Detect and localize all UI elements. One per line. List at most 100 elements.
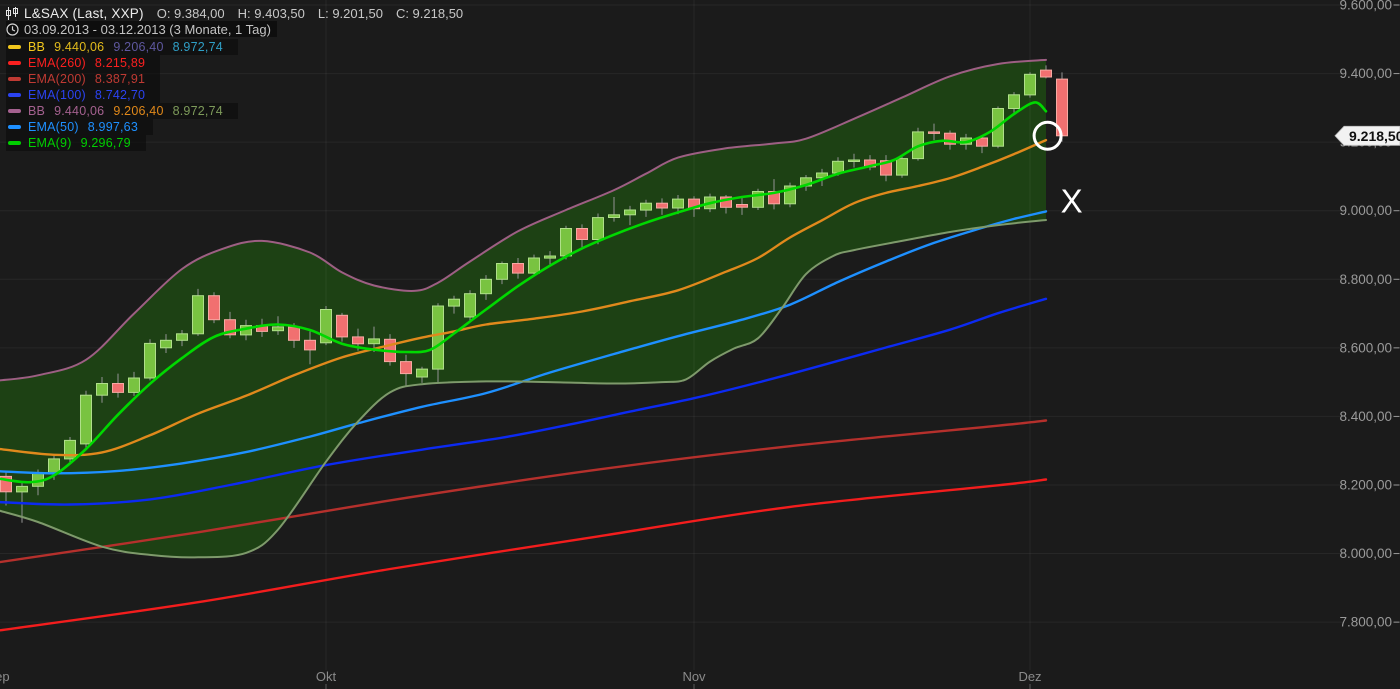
price-tick-label: 7.800,00 — [1339, 615, 1392, 630]
candle-up — [1008, 94, 1020, 110]
ema-100-line — [0, 297, 1048, 506]
candle-up — [896, 158, 908, 176]
bb-2-label: BB — [28, 104, 46, 118]
legend-row-bb-1[interactable]: BB 9.440,06 9.206,40 8.972,74 — [6, 39, 238, 55]
candle-down — [576, 228, 588, 240]
candle-up — [128, 377, 140, 393]
candle-down — [512, 263, 524, 274]
price-tick-label: 9.000,00 — [1339, 203, 1392, 218]
ema-260-swatch-icon — [8, 61, 21, 65]
ema-100-label: EMA(100) — [28, 88, 86, 102]
candle-up — [432, 305, 444, 370]
candle-up — [784, 185, 796, 205]
last-price-label: 9.218,50 — [1349, 128, 1400, 144]
candle-up — [16, 485, 28, 493]
ema-260-line — [0, 478, 1048, 632]
candle-up — [48, 458, 60, 474]
candle-up — [416, 368, 428, 378]
period-label[interactable]: 03.09.2013 - 03.12.2013 (3 Monate, 1 Tag… — [24, 21, 271, 37]
period-header: 03.09.2013 - 03.12.2013 (3 Monate, 1 Tag… — [6, 21, 277, 37]
bb-mid-line — [0, 138, 1048, 457]
candle-down — [0, 475, 12, 493]
candle-up — [96, 383, 108, 396]
bb-2-value-1: 9.440,06 — [54, 104, 105, 118]
ohlc-high: H: 9.403,50 — [237, 6, 305, 21]
legend-row-ema-260[interactable]: EMA(260) 8.215,89 — [6, 55, 161, 71]
bb-upper-line — [0, 58, 1047, 382]
bb-1-value-2: 9.206,40 — [113, 40, 164, 54]
ohlc-open: O: 9.384,00 — [156, 6, 225, 21]
candle-up — [464, 293, 476, 318]
candle-down — [304, 339, 316, 351]
candle-up — [368, 338, 380, 345]
candle-up — [144, 342, 156, 379]
bb-2-swatch-icon — [8, 109, 21, 113]
candle-up — [624, 209, 636, 216]
clock-icon — [6, 22, 19, 36]
ema-100-swatch-icon — [8, 93, 21, 97]
last-price-marker: 9.218,50 — [1334, 125, 1400, 146]
ema-50-value-1: 8.997,63 — [87, 120, 138, 134]
month-tick-label: Dez — [1018, 669, 1041, 684]
price-tick-label: 8.400,00 — [1339, 409, 1392, 424]
candle-up — [1024, 73, 1036, 96]
ema-50-line — [0, 210, 1048, 475]
indicator-legend: BB 9.440,06 9.206,40 8.972,74 EMA(260) 8.215,… — [6, 39, 238, 151]
candle-up — [80, 394, 92, 445]
legend-row-ema-200[interactable]: EMA(200) 8.387,91 — [6, 71, 161, 87]
candle-down — [224, 319, 236, 336]
candle-down — [288, 326, 300, 341]
price-tick-label: 9.400,00 — [1339, 66, 1392, 81]
legend-row-bb-2[interactable]: BB 9.440,06 9.206,40 8.972,74 — [6, 103, 238, 119]
candle-down — [736, 204, 748, 208]
bb-2-value-3: 8.972,74 — [172, 104, 223, 118]
candle-up — [672, 198, 684, 209]
ema-9-line — [0, 101, 1048, 484]
ema-260-label: EMA(260) — [28, 56, 86, 70]
current-price-circle-marker[interactable] — [1032, 120, 1063, 151]
candle-down — [352, 336, 364, 345]
bb-lower-line — [0, 219, 1047, 559]
ema-9-swatch-icon — [8, 141, 21, 145]
candlestick-chart-icon — [6, 7, 19, 20]
price-tick-label: 8.000,00 — [1339, 546, 1392, 561]
candle-down — [336, 314, 348, 338]
candle-up — [160, 339, 172, 349]
bollinger-band-fill — [0, 59, 1046, 558]
candle-up — [832, 160, 844, 174]
candle-up — [752, 191, 764, 208]
ema-200-label: EMA(200) — [28, 72, 86, 86]
symbol-title[interactable]: L&SAX (Last, XXP) — [24, 6, 144, 21]
candle-down — [768, 191, 780, 205]
x-annotation-marker[interactable]: X — [1061, 182, 1083, 219]
ohlc-close: C: 9.218,50 — [395, 6, 464, 21]
bb-1-swatch-icon — [8, 45, 21, 49]
ema-200-value-1: 8.387,91 — [94, 72, 146, 86]
time-axis[interactable]: Sep Okt Nov Dez — [0, 669, 1042, 689]
legend-row-ema-100[interactable]: EMA(100) 8.742,70 — [6, 87, 161, 103]
candle-up — [544, 255, 556, 259]
candle-up — [64, 439, 76, 460]
price-tick-label: 9.600,00 — [1339, 0, 1392, 13]
month-tick-label: Okt — [316, 669, 337, 684]
candle-up — [448, 298, 460, 307]
bb-1-value-1: 9.440,06 — [54, 40, 105, 54]
last-price-marker-shape — [1334, 125, 1400, 146]
candle-down — [208, 295, 220, 321]
candle-down — [976, 137, 988, 147]
ema-9-value-1: 9.296,79 — [80, 136, 131, 150]
candle-up — [496, 263, 508, 280]
price-axis[interactable]: 9.600,009.400,009.200,009.000,008.800,00… — [1339, 0, 1400, 630]
candle-up — [320, 309, 332, 344]
ema-50-swatch-icon — [8, 125, 21, 129]
ohlc-low: L: 9.201,50 — [317, 6, 383, 21]
price-tick-label: 8.200,00 — [1339, 478, 1392, 493]
candle-down — [880, 160, 892, 176]
candle-up — [608, 214, 620, 219]
candle-up — [192, 295, 204, 335]
candle-up — [592, 217, 604, 241]
legend-row-ema-9[interactable]: EMA(9) 9.296,79 — [6, 135, 146, 151]
legend-row-ema-50[interactable]: EMA(50) 8.997,63 — [6, 119, 153, 135]
